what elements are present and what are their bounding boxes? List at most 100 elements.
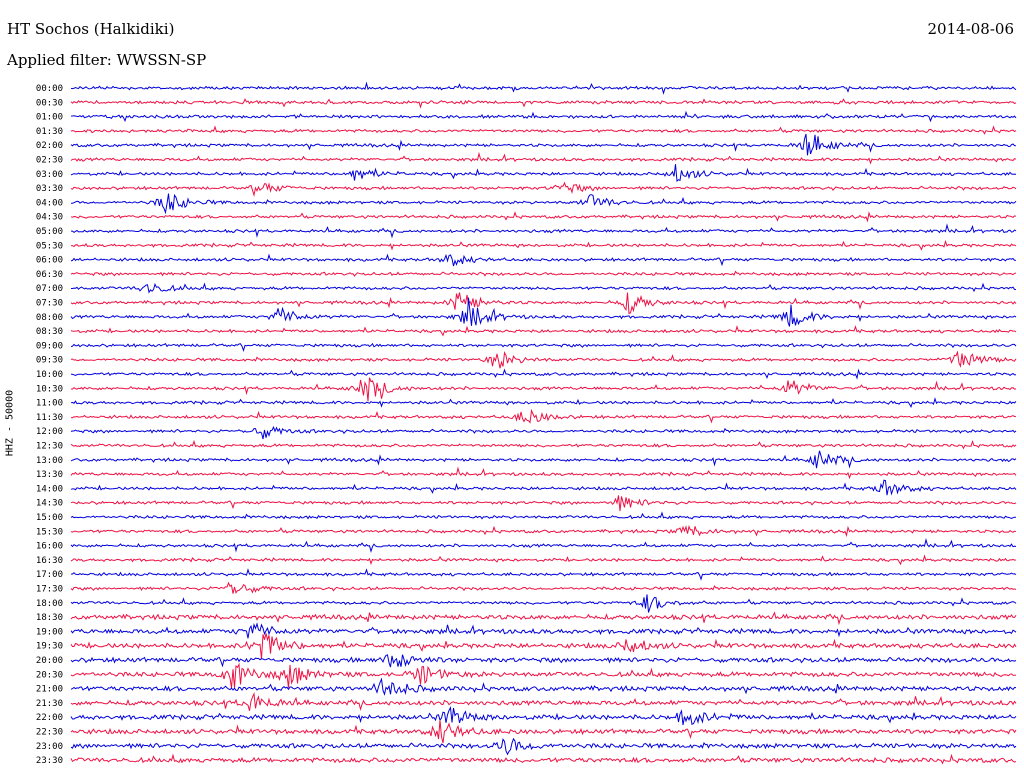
time-label: 23:30 — [36, 756, 63, 766]
trace-line — [70, 611, 1017, 626]
time-label: 04:00 — [36, 198, 63, 208]
trace-line — [70, 511, 1017, 520]
trace-line — [70, 537, 1017, 553]
time-label: 07:30 — [36, 299, 63, 309]
time-label: 06:30 — [36, 270, 63, 280]
time-label: 16:30 — [36, 556, 63, 566]
time-label-group: 00:00 00:30 01:00 01:30 02:00 02:30 03:00 03:30… — [36, 84, 63, 766]
trace-line — [70, 110, 1017, 123]
station-title: HT Sochos (Halkidiki) — [7, 20, 175, 38]
time-label: 11:30 — [36, 413, 63, 423]
trace-line — [70, 692, 1017, 712]
time-label: 05:00 — [36, 227, 63, 237]
trace-line — [71, 223, 1017, 239]
time-label: 14:30 — [36, 499, 63, 509]
time-label: 21:30 — [36, 699, 63, 709]
time-label: 20:30 — [36, 670, 63, 680]
trace-line — [70, 439, 1017, 450]
time-label: 19:30 — [36, 642, 63, 652]
trace-line — [70, 706, 1017, 726]
trace-line — [71, 282, 1017, 294]
time-label: 05:30 — [36, 241, 63, 251]
time-label: 09:30 — [36, 356, 63, 366]
trace-line — [70, 654, 1017, 668]
trace-line — [70, 554, 1017, 566]
trace-line — [70, 164, 1017, 183]
trace-line — [70, 377, 1017, 402]
trace-line — [70, 753, 1017, 765]
trace-line — [70, 350, 1017, 369]
trace-line — [70, 325, 1017, 337]
time-label: 22:30 — [36, 728, 63, 738]
trace-line — [70, 292, 1017, 315]
trace-line — [70, 253, 1017, 267]
time-label: 12:00 — [36, 427, 63, 437]
trace-line — [70, 622, 1017, 639]
time-label: 01:30 — [36, 127, 63, 137]
time-label: 08:30 — [36, 327, 63, 337]
time-label: 01:00 — [36, 113, 63, 123]
trace-line — [70, 368, 1017, 380]
time-label: 08:00 — [36, 313, 63, 323]
trace-line — [70, 525, 1017, 538]
trace-line — [70, 677, 1017, 696]
time-label: 03:30 — [36, 184, 63, 194]
filter-label: Applied filter: WWSSN-SP — [7, 51, 207, 69]
trace-line — [70, 720, 1017, 744]
time-label: 00:30 — [36, 98, 63, 108]
time-label: 18:00 — [36, 599, 63, 609]
time-label: 18:30 — [36, 613, 63, 623]
time-label: 00:00 — [36, 84, 63, 94]
trace-line — [70, 81, 1017, 95]
trace-line — [70, 495, 1017, 512]
time-label: 03:00 — [36, 170, 63, 180]
trace-line — [70, 466, 1017, 480]
time-label: 10:30 — [36, 384, 63, 394]
trace-line — [70, 581, 1017, 594]
time-label: 21:00 — [36, 685, 63, 695]
time-label: 07:00 — [36, 284, 63, 294]
time-label: 02:00 — [36, 141, 63, 151]
trace-line — [70, 181, 1017, 197]
record-date: 2014-08-06 — [927, 20, 1014, 38]
time-label: 12:30 — [36, 442, 63, 452]
trace-line — [70, 568, 1017, 581]
time-label: 23:00 — [36, 742, 63, 752]
time-label: 20:00 — [36, 656, 63, 666]
time-label: 06:00 — [36, 256, 63, 266]
trace-line — [70, 151, 1017, 165]
trace-line — [70, 594, 1017, 613]
trace-line — [70, 397, 1017, 409]
trace-group — [70, 81, 1017, 765]
trace-line — [70, 662, 1017, 689]
time-label: 13:30 — [36, 470, 63, 480]
trace-line — [70, 211, 1017, 223]
trace-line — [70, 125, 1017, 135]
time-label: 13:00 — [36, 456, 63, 466]
trace-line — [70, 408, 1017, 424]
trace-line — [70, 297, 1017, 327]
time-label: 22:00 — [36, 713, 63, 723]
time-label: 04:30 — [36, 213, 63, 223]
time-label: 14:00 — [36, 484, 63, 494]
trace-line — [70, 342, 1017, 353]
trace-line — [70, 479, 1017, 496]
time-label: 02:30 — [36, 156, 63, 166]
time-label: 17:00 — [36, 570, 63, 580]
trace-line — [70, 239, 1017, 251]
trace-line — [70, 193, 1017, 215]
time-label: 19:00 — [36, 627, 63, 637]
trace-line — [70, 450, 1017, 469]
time-label: 16:00 — [36, 542, 63, 552]
time-label: 17:30 — [36, 585, 63, 595]
trace-line — [70, 98, 1017, 109]
time-label: 15:00 — [36, 513, 63, 523]
trace-line — [70, 425, 1017, 440]
time-label: 15:30 — [36, 527, 63, 537]
trace-line — [70, 270, 1017, 277]
time-label: 10:00 — [36, 370, 63, 380]
trace-line — [70, 133, 1017, 156]
trace-line — [70, 633, 1017, 660]
time-label: 09:00 — [36, 341, 63, 351]
